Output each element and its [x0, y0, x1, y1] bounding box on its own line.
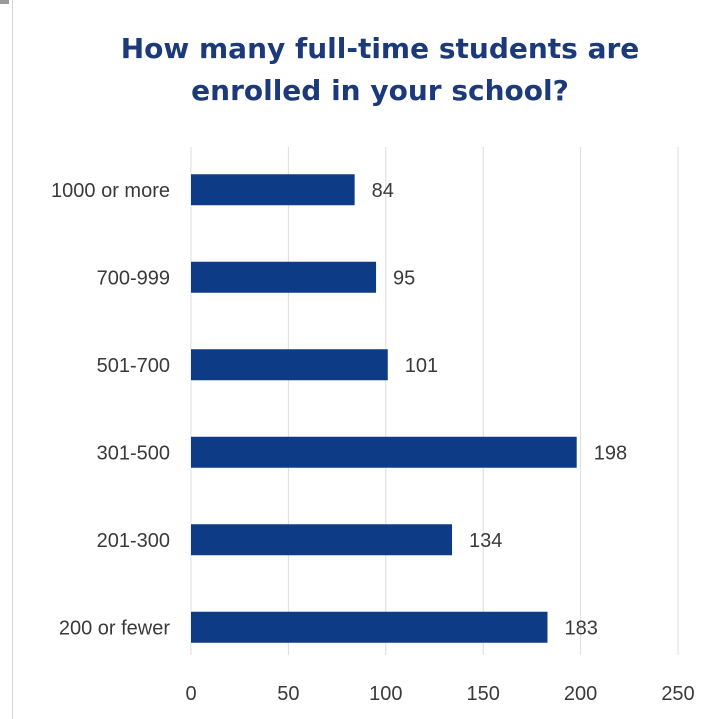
data-label: 198 — [594, 442, 627, 464]
data-label: 95 — [393, 267, 415, 289]
category-label: 700-999 — [97, 267, 170, 289]
bar — [191, 611, 548, 643]
bar — [191, 174, 355, 206]
bar — [191, 349, 388, 381]
category-label: 501-700 — [97, 355, 170, 377]
data-label: 183 — [564, 617, 597, 639]
data-label: 134 — [469, 530, 502, 552]
x-tick-label: 200 — [564, 683, 597, 705]
x-tick-label: 150 — [467, 683, 500, 705]
category-label: 1000 or more — [51, 180, 170, 202]
data-label: 101 — [405, 355, 438, 377]
bar — [191, 436, 577, 468]
x-tick-label: 50 — [277, 683, 299, 705]
chart-title: How many full-time students are enrolled… — [120, 32, 640, 107]
bar — [191, 524, 453, 556]
x-tick-label: 250 — [661, 683, 694, 705]
category-label: 301-500 — [97, 442, 170, 464]
category-label: 200 or fewer — [59, 617, 171, 639]
bar — [191, 261, 377, 293]
category-label: 201-300 — [97, 530, 170, 552]
x-tick-label: 0 — [185, 683, 196, 705]
corner-mark — [0, 0, 9, 4]
data-label: 84 — [372, 180, 394, 202]
left-border — [12, 0, 13, 719]
x-tick-label: 100 — [369, 683, 402, 705]
